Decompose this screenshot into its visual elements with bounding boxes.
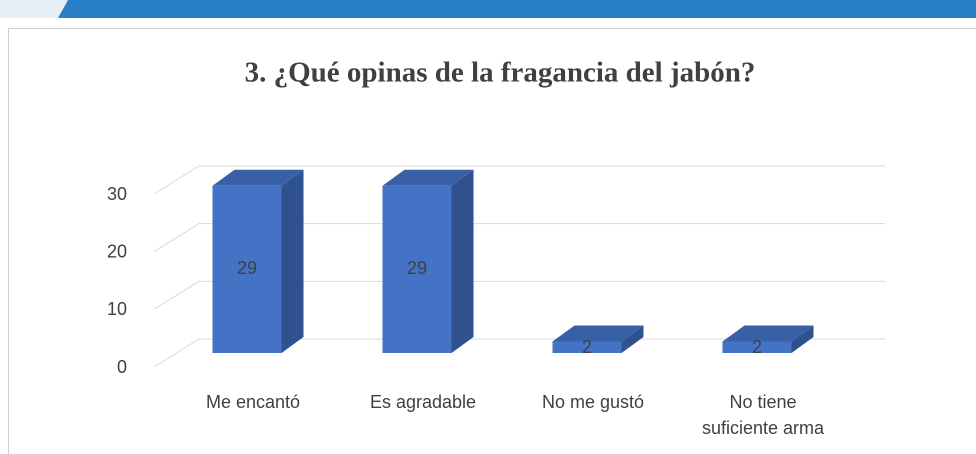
bar-top	[212, 169, 304, 186]
x-tick-label: No me gustó	[542, 392, 644, 412]
bar	[212, 185, 282, 353]
data-label: 29	[237, 258, 257, 278]
bar	[722, 341, 792, 353]
x-tick-label-line: suficiente arma	[702, 418, 825, 438]
y-tick-label: 20	[107, 241, 127, 261]
bar-side	[621, 325, 644, 353]
x-tick-label-line: No tiene	[729, 392, 796, 412]
y-tick-label: 30	[107, 184, 127, 204]
bar-top	[382, 169, 474, 186]
bar-top	[552, 325, 644, 342]
grid-line	[153, 223, 200, 253]
header-tab	[0, 0, 68, 18]
data-label: 29	[407, 258, 427, 278]
data-label: 2	[752, 337, 762, 357]
chart-frame	[8, 28, 976, 454]
bar	[382, 185, 452, 353]
chart-title: 3. ¿Qué opinas de la fragancia del jabón…	[245, 57, 756, 89]
x-tick-label: No tiene suficiente arma	[702, 392, 825, 438]
grid-line	[153, 165, 200, 195]
grid-line	[153, 280, 200, 310]
bar-side	[451, 169, 474, 353]
data-label: 2	[582, 337, 592, 357]
y-tick-label: 10	[107, 299, 127, 319]
x-tick-label: Es agradable	[370, 392, 476, 412]
bar-side	[791, 325, 814, 353]
bar	[552, 341, 622, 353]
bar-side	[281, 169, 304, 353]
grid-line	[153, 338, 200, 368]
y-tick-label: 0	[117, 357, 127, 377]
x-tick-label: Me encantó	[206, 392, 300, 412]
header-strip	[0, 0, 976, 18]
bar-top	[722, 325, 814, 342]
